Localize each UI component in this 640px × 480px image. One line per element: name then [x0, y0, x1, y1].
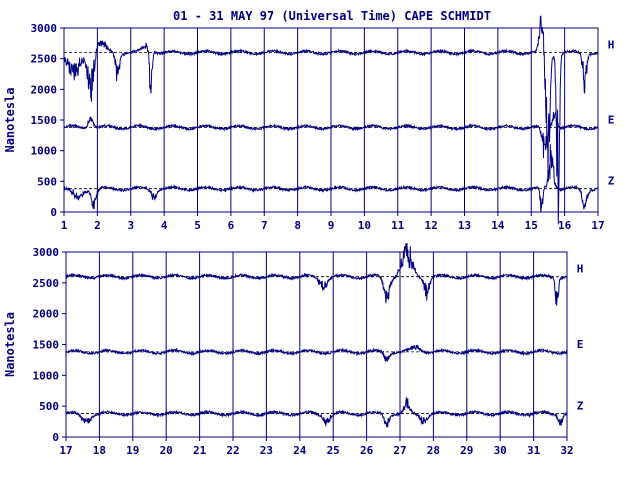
y-tick-label: 500: [39, 400, 59, 413]
y-axis-label: Nanotesla: [3, 87, 17, 152]
series-label-E: E: [577, 338, 584, 351]
x-tick-label: 11: [391, 219, 405, 232]
x-tick-label: 2: [94, 219, 101, 232]
y-axis-label: Nanotesla: [3, 312, 17, 377]
x-tick-label: 29: [460, 444, 473, 457]
x-tick-label: 21: [193, 444, 207, 457]
series-label-H: H: [577, 263, 584, 276]
y-tick-label: 1500: [31, 114, 58, 127]
x-tick-label: 27: [393, 444, 406, 457]
trace-H: [63, 15, 599, 225]
x-tick-label: 16: [558, 219, 572, 232]
x-tick-label: 6: [228, 219, 235, 232]
y-tick-label: 1000: [33, 369, 60, 382]
y-tick-label: 1500: [33, 339, 60, 352]
trace-E: [63, 111, 599, 159]
x-tick-label: 18: [93, 444, 106, 457]
y-tick-label: 3000: [33, 246, 60, 259]
x-tick-label: 10: [358, 219, 371, 232]
x-tick-label: 24: [293, 444, 307, 457]
x-tick-label: 23: [260, 444, 273, 457]
x-tick-label: 28: [427, 444, 440, 457]
x-tick-label: 30: [494, 444, 507, 457]
x-tick-label: 26: [360, 444, 374, 457]
x-tick-label: 25: [327, 444, 340, 457]
x-tick-label: 31: [527, 444, 541, 457]
y-tick-label: 2500: [33, 277, 60, 290]
x-tick-label: 19: [126, 444, 139, 457]
chart-title: 01 - 31 MAY 97 (Universal Time) CAPE SCH…: [173, 9, 491, 23]
x-tick-label: 32: [560, 444, 573, 457]
x-tick-label: 17: [591, 219, 604, 232]
x-tick-label: 15: [525, 219, 538, 232]
series-label-E: E: [608, 113, 615, 126]
series-label-Z: Z: [577, 400, 584, 413]
y-tick-label: 3000: [31, 22, 58, 35]
series-label-H: H: [608, 39, 615, 52]
x-tick-label: 3: [127, 219, 134, 232]
x-tick-label: 1: [61, 219, 68, 232]
y-tick-label: 2500: [31, 53, 58, 66]
x-tick-label: 5: [194, 219, 201, 232]
x-tick-label: 4: [161, 219, 168, 232]
x-tick-label: 9: [328, 219, 335, 232]
y-tick-label: 2000: [33, 308, 60, 321]
y-tick-label: 1000: [31, 145, 58, 158]
y-tick-label: 500: [37, 175, 57, 188]
trace-H: [65, 243, 568, 306]
y-tick-label: 2000: [31, 83, 58, 96]
x-tick-label: 8: [294, 219, 301, 232]
x-tick-label: 17: [59, 444, 72, 457]
trace-Z: [63, 144, 599, 213]
y-tick-label: 0: [52, 431, 59, 444]
x-tick-label: 7: [261, 219, 268, 232]
x-tick-label: 22: [226, 444, 239, 457]
panel-days-17-32: 17 18 19 20 21 22 23 24 25 26 27 28 29 30 31 32 0 500 1000…: [3, 243, 584, 457]
x-tick-label: 13: [458, 219, 471, 232]
y-tick-label: 0: [50, 206, 57, 219]
series-label-Z: Z: [608, 175, 615, 188]
x-tick-label: 12: [425, 219, 438, 232]
panel-days-1-17: 1 2 3 4 5 6 7 8 9 10 11 12 13 14 15 16 17050010001500200…: [3, 15, 615, 232]
x-tick-label: 14: [491, 219, 505, 232]
x-tick-label: 20: [160, 444, 173, 457]
trace-Z: [65, 397, 568, 428]
trace-E: [65, 344, 568, 362]
